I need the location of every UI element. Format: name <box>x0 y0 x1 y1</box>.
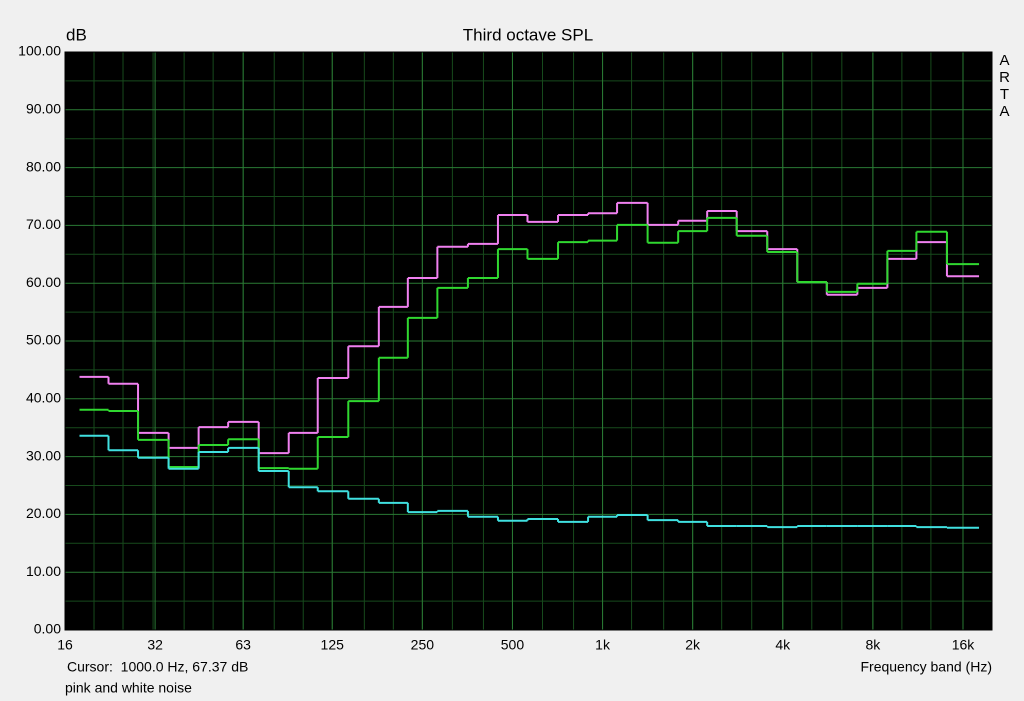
x-tick-label: 16 <box>57 637 73 653</box>
caption: pink and white noise <box>65 680 192 696</box>
plot-border <box>64 51 993 631</box>
x-tick-label: 500 <box>501 637 525 653</box>
y-tick-label: 10.00 <box>26 563 61 579</box>
chart-title: Third octave SPL <box>463 25 593 44</box>
x-tick-label: 8k <box>865 637 881 653</box>
y-tick-label: 60.00 <box>26 274 61 290</box>
y-tick-label: 30.00 <box>26 447 61 463</box>
x-axis-label: Frequency band (Hz) <box>860 659 992 675</box>
y-tick-label: 70.00 <box>26 216 61 232</box>
x-tick-label: 125 <box>321 637 345 653</box>
x-tick-label: 4k <box>775 637 791 653</box>
y-axis-label: dB <box>66 25 87 44</box>
y-tick-label: 40.00 <box>26 390 61 406</box>
y-tick-label: 50.00 <box>26 332 61 348</box>
x-tick-label: 16k <box>952 637 976 653</box>
y-tick-label: 80.00 <box>26 158 61 174</box>
x-tick-label: 32 <box>147 637 163 653</box>
side-label: ARTA <box>996 52 1013 120</box>
x-tick-label: 250 <box>411 637 435 653</box>
x-tick-label: 63 <box>235 637 251 653</box>
y-tick-label: 100.00 <box>18 43 61 59</box>
x-tick-label: 2k <box>685 637 701 653</box>
x-tick-label: 1k <box>595 637 611 653</box>
y-tick-label: 90.00 <box>26 101 61 117</box>
y-tick-label: 20.00 <box>26 505 61 521</box>
y-tick-label: 0.00 <box>34 621 61 637</box>
cursor-readout: Cursor: 1000.0 Hz, 67.37 dB <box>67 659 248 675</box>
